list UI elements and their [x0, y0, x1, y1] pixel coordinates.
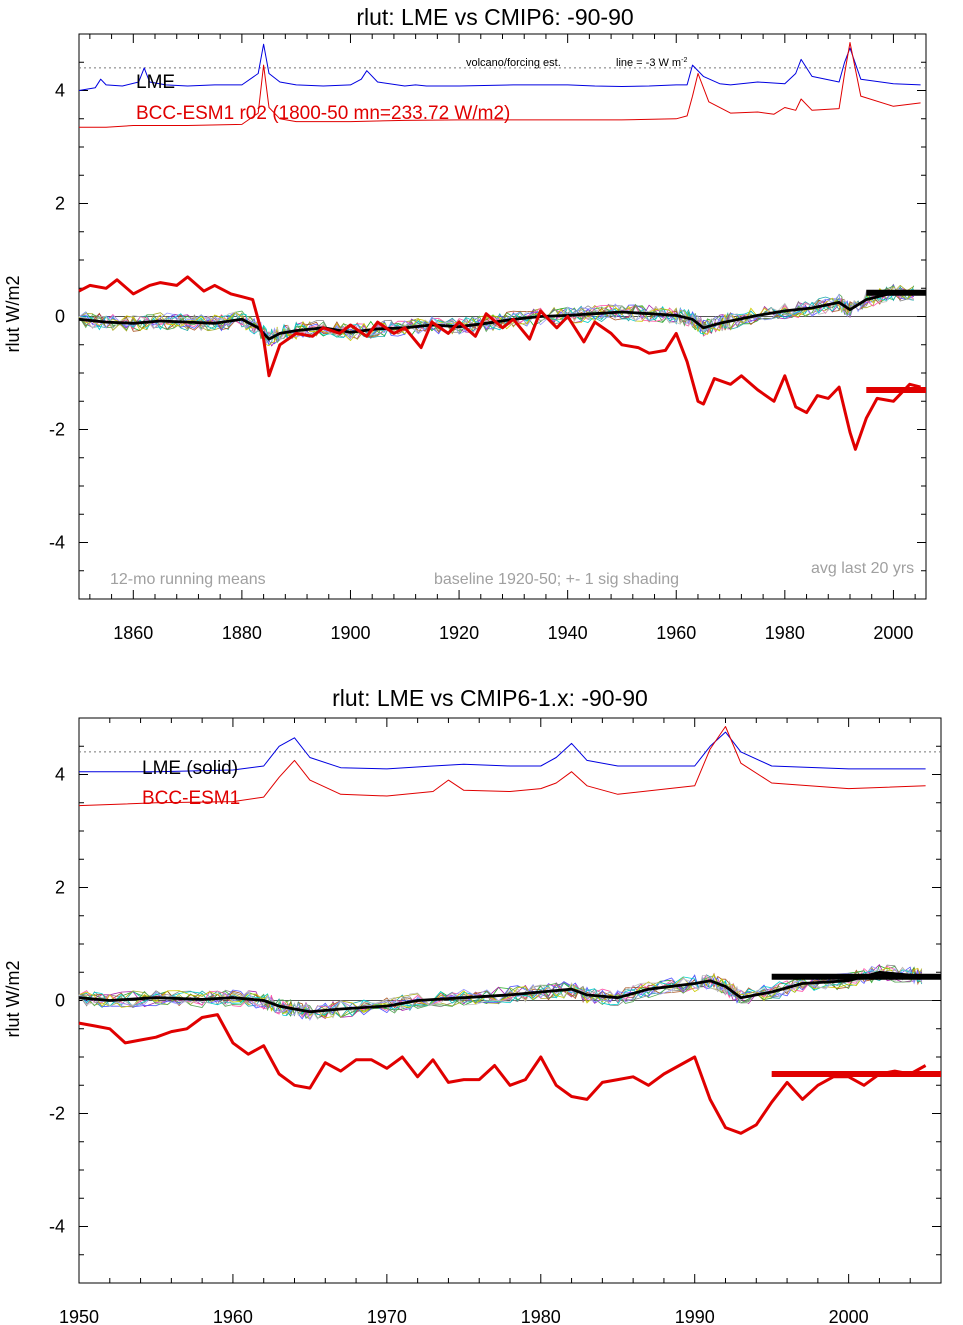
legend-lme: LME: [136, 72, 175, 93]
x-tick-label: 1940: [548, 623, 588, 643]
x-tick-label: 1860: [113, 623, 153, 643]
x-tick-label: 1980: [521, 1307, 561, 1325]
avg-last-20-note: avg last 20 yrs: [811, 560, 914, 577]
x-tick-label: 2000: [873, 623, 913, 643]
y-tick-label: -4: [49, 1217, 65, 1237]
legend-bcc-esm1: BCC-ESM1: [142, 788, 240, 809]
chart-panel-2: -4 -2 0 2 4 1950 1960 1970 1980 1990 2000 rlut: LME…: [3, 685, 942, 1325]
y-tick-label: 4: [55, 765, 65, 785]
y-tick-label: -4: [49, 533, 65, 553]
forcing-series-line: [78, 43, 921, 91]
chart-panel-1: -4 -2 0 2 4 1860 1880 1900 1920 1940 1960 1980 2000 r…: [3, 4, 927, 643]
y-tick-label: -2: [49, 420, 65, 440]
forcing-series-line: [79, 42, 921, 128]
y-tick-label: 0: [55, 307, 65, 327]
legend-bcc-esm1: BCC-ESM1 r02 (1800-50 mn=233.72 W/m2): [136, 103, 510, 124]
y-tick-label: 0: [55, 991, 65, 1011]
x-tick-label: 2000: [829, 1307, 869, 1325]
line-note: line = -3 W m-2: [616, 57, 687, 69]
ensemble-member-line: [78, 965, 922, 1021]
ensemble-member-line: [78, 969, 923, 1019]
x-tick-label: 1880: [222, 623, 262, 643]
chart-title: rlut: LME vs CMIP6-1.x: -90-90: [332, 685, 648, 711]
forcing-series-line: [78, 726, 926, 807]
running-mean-note: 12-mo running means: [110, 571, 266, 588]
x-tick-label: 1990: [675, 1307, 715, 1325]
x-tick-label: 1980: [765, 623, 805, 643]
x-tick-label: 1950: [59, 1307, 99, 1325]
forcing-note: volcano/forcing est.: [466, 57, 561, 69]
lme-mean-line: [78, 970, 926, 1014]
baseline-note: baseline 1920-50; +- 1 sig shading: [434, 571, 679, 588]
y-tick-label: 2: [55, 878, 65, 898]
model-series-line: [78, 275, 921, 451]
y-axis-label: rlut W/m2: [3, 960, 23, 1037]
line-note-text: line = -3 W m: [616, 57, 681, 69]
x-tick-label: 1900: [330, 623, 370, 643]
x-tick-label: 1960: [656, 623, 696, 643]
ensemble-member-line: [78, 283, 915, 341]
ensemble-member-line: [78, 967, 923, 1019]
line-note-sup: -2: [681, 57, 687, 64]
x-tick-label: 1920: [439, 623, 479, 643]
y-axis-label: rlut W/m2: [3, 275, 23, 352]
x-tick-label: 1960: [213, 1307, 253, 1325]
y-tick-label: 2: [55, 194, 65, 214]
legend-lme-solid: LME (solid): [142, 758, 238, 779]
y-tick-label: 4: [55, 81, 65, 101]
y-tick-label: -2: [49, 1104, 65, 1124]
chart-title: rlut: LME vs CMIP6: -90-90: [356, 4, 633, 30]
model-series-line: [78, 1013, 927, 1135]
forcing-series-line: [79, 731, 926, 773]
ensemble-member-line: [78, 288, 914, 342]
ensemble-member-line: [78, 287, 914, 343]
x-tick-label: 1970: [367, 1307, 407, 1325]
